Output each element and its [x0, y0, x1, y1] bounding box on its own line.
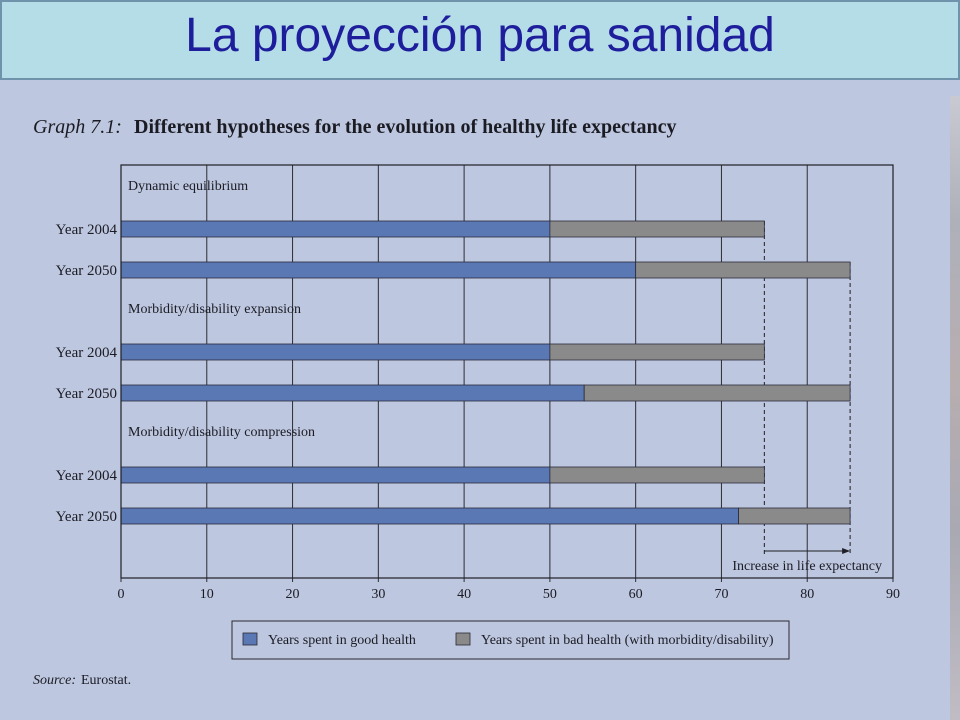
x-tick-label: 30	[371, 587, 385, 602]
edge-strip	[950, 96, 960, 720]
legend-box	[231, 620, 790, 660]
group-label: Morbidity/disability expansion	[128, 302, 301, 317]
category-label: Year 2004	[56, 345, 118, 361]
legend-swatch-good-health	[242, 632, 258, 646]
bar-segment-good-health	[120, 384, 585, 402]
source-text: Eurostat.	[81, 673, 131, 688]
category-label: Year 2050	[56, 509, 117, 525]
annotation-label: Increase in life expectancy	[732, 559, 882, 574]
x-tick-label: 40	[457, 587, 471, 602]
x-tick-label: 60	[629, 587, 643, 602]
x-tick-label: 10	[200, 587, 214, 602]
group-label: Dynamic equilibrium	[128, 179, 248, 194]
bar-segment-good-health	[120, 507, 739, 525]
legend-swatch-bad-health	[455, 632, 471, 646]
x-tick-label: 50	[543, 587, 557, 602]
x-tick-label: 0	[118, 587, 125, 602]
x-tick-label: 80	[800, 587, 814, 602]
chart-title: Different hypotheses for the evolution o…	[134, 116, 677, 138]
x-tick-label: 90	[886, 587, 900, 602]
plot-frame	[120, 164, 894, 579]
source-prefix: Source:	[33, 673, 76, 688]
bar-segment-bad-health	[549, 466, 765, 484]
bar-segment-bad-health	[549, 220, 765, 238]
category-label: Year 2004	[56, 222, 118, 238]
bar-segment-bad-health	[583, 384, 851, 402]
chart-title-prefix: Graph 7.1:	[33, 116, 122, 138]
category-label: Year 2050	[56, 263, 117, 279]
legend: Years spent in good health Years spent i…	[231, 620, 790, 660]
annotation-arrowhead	[842, 548, 851, 554]
category-label: Year 2004	[56, 468, 118, 484]
x-tick-label: 70	[714, 587, 728, 602]
bar-segment-bad-health	[738, 507, 851, 525]
bars	[120, 220, 851, 525]
bar-segment-good-health	[120, 343, 551, 361]
category-label: Year 2050	[56, 386, 117, 402]
legend-label-good-health: Years spent in good health	[268, 633, 416, 648]
reference-lines	[763, 221, 851, 556]
bar-segment-good-health	[120, 220, 551, 238]
group-label: Morbidity/disability compression	[128, 425, 315, 440]
x-tick-label: 20	[286, 587, 300, 602]
slide-title-bar: La proyección para sanidad	[0, 0, 960, 80]
bar-segment-good-health	[120, 466, 551, 484]
slide-title: La proyección para sanidad	[185, 9, 775, 62]
bar-segment-good-health	[120, 261, 637, 279]
bar-segment-bad-health	[635, 261, 851, 279]
x-axis: 0 10 20 30 40 50 60 70 80 90	[118, 164, 900, 602]
bar-segment-bad-health	[549, 343, 765, 361]
legend-label-bad-health: Years spent in bad health (with morbidit…	[481, 633, 774, 648]
chart-labels: Dynamic equilibrium Year 2004 Year 2050 Mor…	[56, 179, 882, 574]
